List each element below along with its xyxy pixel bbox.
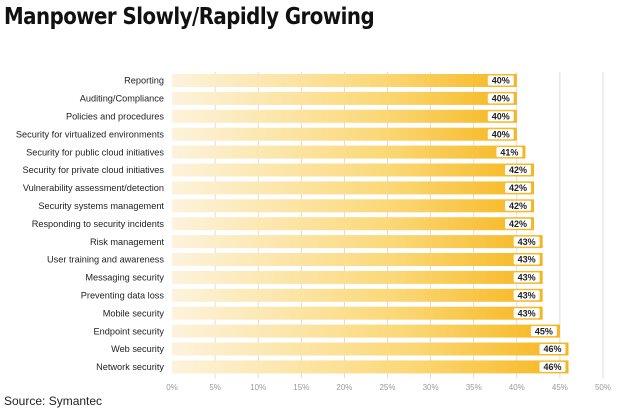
value-label: 46% (544, 344, 562, 354)
value-label-box (505, 218, 532, 229)
bar (172, 145, 526, 159)
value-label: 41% (500, 147, 518, 157)
value-label: 40% (492, 129, 510, 139)
value-label: 43% (518, 255, 536, 265)
category-label: Security for virtualized environments (16, 129, 164, 139)
bar (172, 306, 543, 320)
value-label: 42% (509, 183, 527, 193)
chart-title: Manpower Slowly/Rapidly Growing (4, 4, 375, 30)
bar (172, 127, 517, 141)
category-label: Mobile security (103, 308, 165, 318)
bars (172, 74, 569, 374)
x-tick-label: 25% (379, 383, 395, 392)
bar (172, 324, 560, 338)
value-labels: 40% 40% 40% 40% 41% 42% 42% 42% 42% 43% 43% 43% 43% 4… (487, 75, 566, 372)
x-tick-label: 35% (466, 383, 482, 392)
bar (172, 109, 517, 123)
bar-chart: Reporting Auditing/Compliance Policies and… (16, 72, 611, 392)
value-label: 40% (492, 94, 510, 104)
value-label-box (487, 93, 514, 104)
x-tick-label: 15% (293, 383, 309, 392)
value-label-box (505, 165, 532, 175)
bar (172, 217, 535, 231)
category-label: Vulnerability assessment/detection (23, 183, 164, 193)
value-label: 46% (544, 362, 562, 372)
value-label-box (513, 290, 540, 301)
value-label: 42% (509, 165, 527, 175)
value-label: 42% (509, 219, 527, 229)
value-label: 43% (518, 308, 536, 318)
bar (172, 235, 543, 249)
category-label: Reporting (124, 76, 164, 86)
category-label: Security for private cloud initiatives (23, 165, 165, 175)
bar (172, 360, 569, 374)
x-tick-label: 10% (250, 383, 266, 392)
category-label: Policies and procedures (66, 112, 164, 122)
bar (172, 181, 535, 195)
value-label-box (513, 272, 540, 283)
category-label: Endpoint security (94, 326, 165, 336)
x-tick-label: 0% (166, 383, 178, 392)
value-label-box (487, 129, 514, 140)
bar (172, 163, 535, 177)
x-tick-label: 20% (336, 383, 352, 392)
bar (172, 253, 543, 266)
value-label-box (513, 236, 540, 247)
x-tick-label: 50% (595, 383, 611, 392)
value-label-box (487, 75, 514, 86)
category-label: Auditing/Compliance (80, 94, 164, 104)
bar (172, 199, 535, 213)
value-label: 43% (518, 291, 536, 301)
x-tick-label: 5% (209, 383, 221, 392)
bar (172, 74, 517, 87)
category-label: Security for public cloud initiatives (26, 147, 164, 157)
value-label: 40% (492, 112, 510, 122)
value-label-box (496, 147, 523, 158)
value-label-box (539, 361, 566, 372)
x-tick-label: 40% (509, 383, 525, 392)
value-label-box (539, 344, 566, 354)
value-label: 43% (518, 273, 536, 283)
value-label-box (505, 200, 532, 211)
value-label: 43% (518, 237, 536, 247)
value-label-box (513, 308, 540, 319)
value-label-box (513, 254, 540, 265)
source-note: Source: Symantec (4, 394, 103, 408)
x-axis-ticks: 0% 5% 10% 15% 20% 25% 30% 35% 40% 45% 50% (166, 383, 611, 392)
category-label: Security systems management (38, 201, 164, 211)
x-tick-label: 30% (423, 383, 439, 392)
value-label: 45% (535, 326, 553, 336)
category-label: Web security (111, 344, 164, 354)
category-label: Preventing data loss (81, 291, 165, 301)
category-label: Messaging security (85, 273, 164, 283)
value-label-box (487, 111, 514, 122)
value-label-box (530, 326, 557, 337)
value-label-box (505, 182, 532, 193)
value-label: 40% (492, 76, 510, 86)
category-label: Risk management (90, 237, 164, 247)
category-label: Network security (96, 362, 164, 372)
category-label: User training and awareness (47, 255, 164, 265)
x-tick-label: 45% (552, 383, 568, 392)
bar (172, 270, 543, 284)
category-label: Responding to security incidents (32, 219, 165, 229)
bar (172, 288, 543, 302)
bar (172, 342, 569, 356)
bar (172, 91, 517, 105)
value-label: 42% (509, 201, 527, 211)
category-labels: Reporting Auditing/Compliance Policies and… (16, 76, 165, 372)
